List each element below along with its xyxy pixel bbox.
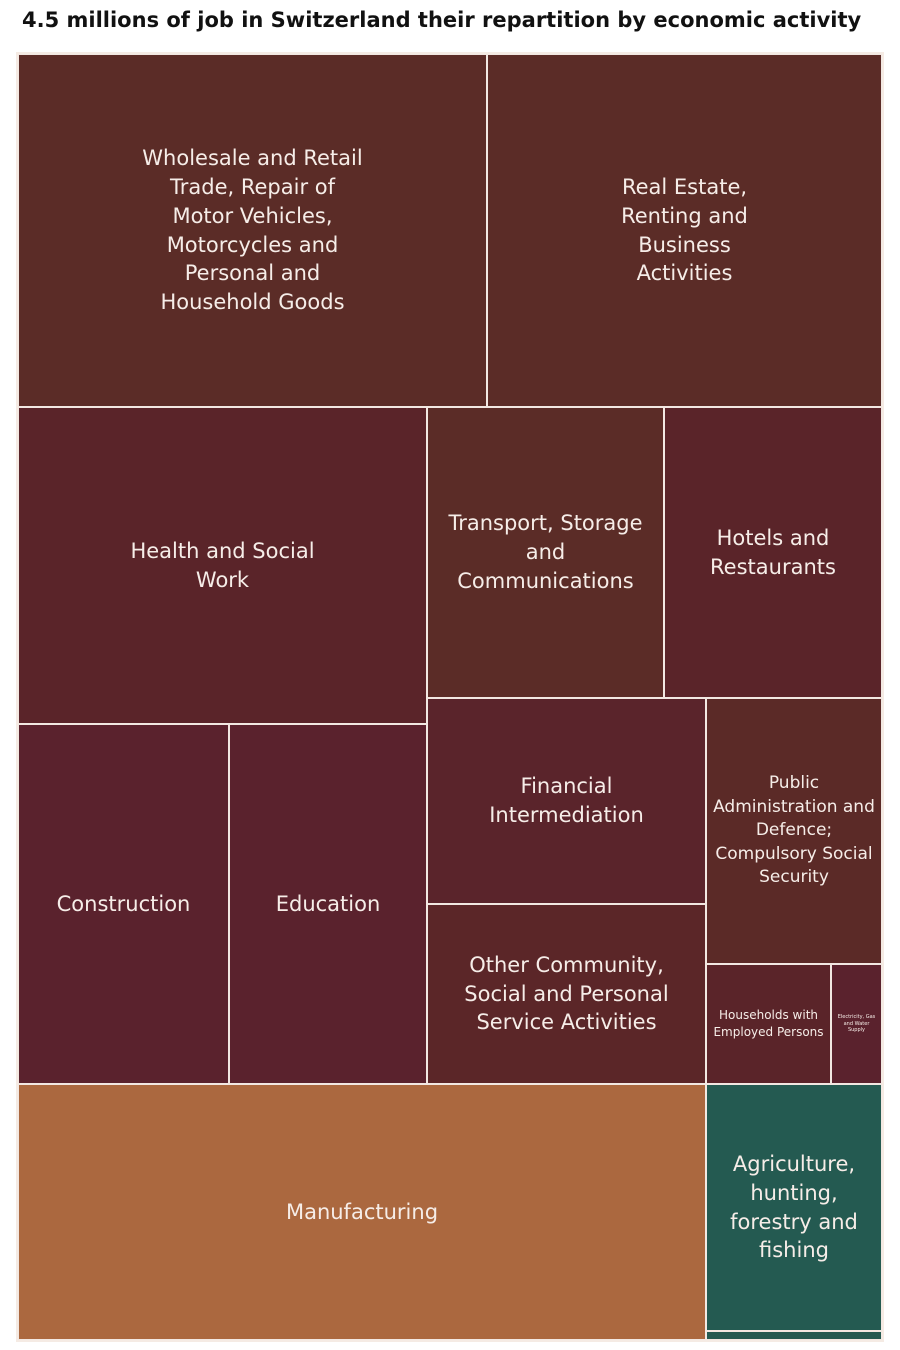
treemap-tile-label: Other Community, Social and Personal Ser… (464, 952, 669, 1035)
treemap-tile-label: Health and Social Work (130, 538, 315, 592)
treemap-tile-label: Public Administration and Defence; Compu… (713, 773, 875, 888)
treemap-tile: Manufacturing (18, 1084, 706, 1340)
treemap-tile: Transport, Storage and Communications (427, 407, 664, 698)
treemap-tile-label: Education (275, 891, 381, 916)
treemap-tile: Wholesale and Retail Trade, Repair of Mo… (18, 54, 487, 407)
treemap-tile: Hotels and Restaurants (664, 407, 882, 698)
treemap-tile-label: Wholesale and Retail Trade, Repair of Mo… (142, 145, 363, 315)
treemap-tile (706, 1331, 882, 1340)
treemap-tile: Health and Social Work (18, 407, 427, 724)
treemap-tile-label: Financial Intermediation (489, 774, 644, 827)
treemap-tile: Real Estate, Renting and Business Activi… (487, 54, 882, 407)
treemap-tile-label: Electricity, Gas and Water Supply (837, 1013, 876, 1034)
treemap-tile: Electricity, Gas and Water Supply (831, 964, 882, 1084)
treemap: Wholesale and Retail Trade, Repair of Mo… (16, 52, 884, 1342)
treemap-tile-label: Manufacturing (285, 1199, 439, 1224)
treemap-tile-label: Transport, Storage and Communications (448, 511, 643, 593)
chart-title: 4.5 millions of job in Switzerland their… (22, 8, 862, 32)
treemap-tile-label: Construction (56, 891, 191, 916)
treemap-tile-label: Real Estate, Renting and Business Activi… (621, 174, 748, 286)
treemap-tile-label: Agriculture, hunting, forestry and fishi… (730, 1151, 858, 1263)
treemap-tile: Agriculture, hunting, forestry and fishi… (706, 1084, 882, 1331)
treemap-tile-label: Households with Employed Persons (713, 1008, 824, 1039)
treemap-tile: Financial Intermediation (427, 698, 706, 904)
treemap-tile: Public Administration and Defence; Compu… (706, 698, 882, 964)
treemap-tile-label: Hotels and Restaurants (710, 525, 836, 579)
treemap-tile: Construction (18, 724, 229, 1084)
treemap-tile: Education (229, 724, 427, 1084)
treemap-tile: Other Community, Social and Personal Ser… (427, 904, 706, 1084)
treemap-tile: Households with Employed Persons (706, 964, 831, 1084)
